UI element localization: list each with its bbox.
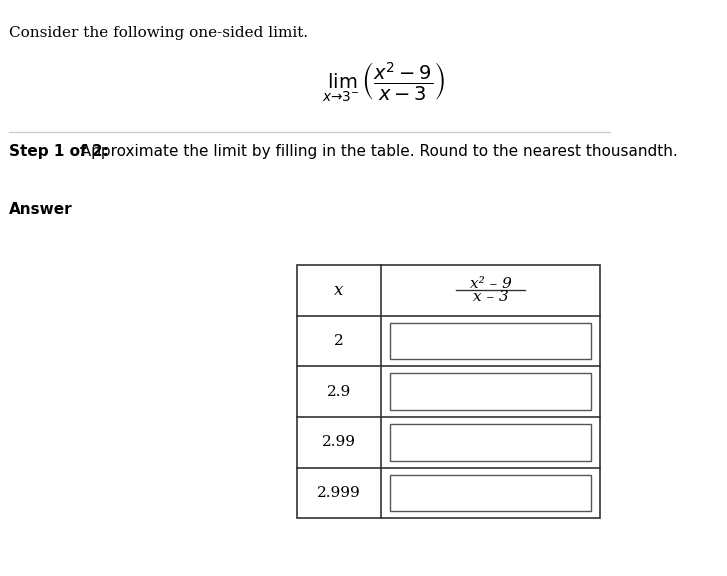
Text: 2.9: 2.9 [326, 385, 351, 399]
Text: 2.99: 2.99 [322, 435, 356, 449]
Text: Answer: Answer [9, 202, 73, 217]
Text: $\lim_{x \to 3^-}\left(\dfrac{x^2-9}{x-3}\right)$: $\lim_{x \to 3^-}\left(\dfrac{x^2-9}{x-3… [322, 60, 446, 104]
Text: Step 1 of 2:: Step 1 of 2: [9, 144, 109, 159]
Text: x – 3: x – 3 [473, 290, 508, 304]
Bar [297, 265, 601, 518]
Bar [390, 424, 591, 461]
Text: 2: 2 [334, 334, 344, 348]
Text: Consider the following one-sided limit.: Consider the following one-sided limit. [9, 26, 308, 40]
Bar [390, 475, 591, 511]
Text: Approximate the limit by filling in the table. Round to the nearest thousandth.: Approximate the limit by filling in the … [71, 144, 678, 159]
Text: x: x [334, 282, 344, 299]
Text: 2.999: 2.999 [317, 486, 361, 500]
Bar [390, 373, 591, 410]
Text: x² – 9: x² – 9 [470, 276, 511, 291]
Bar [390, 323, 591, 359]
